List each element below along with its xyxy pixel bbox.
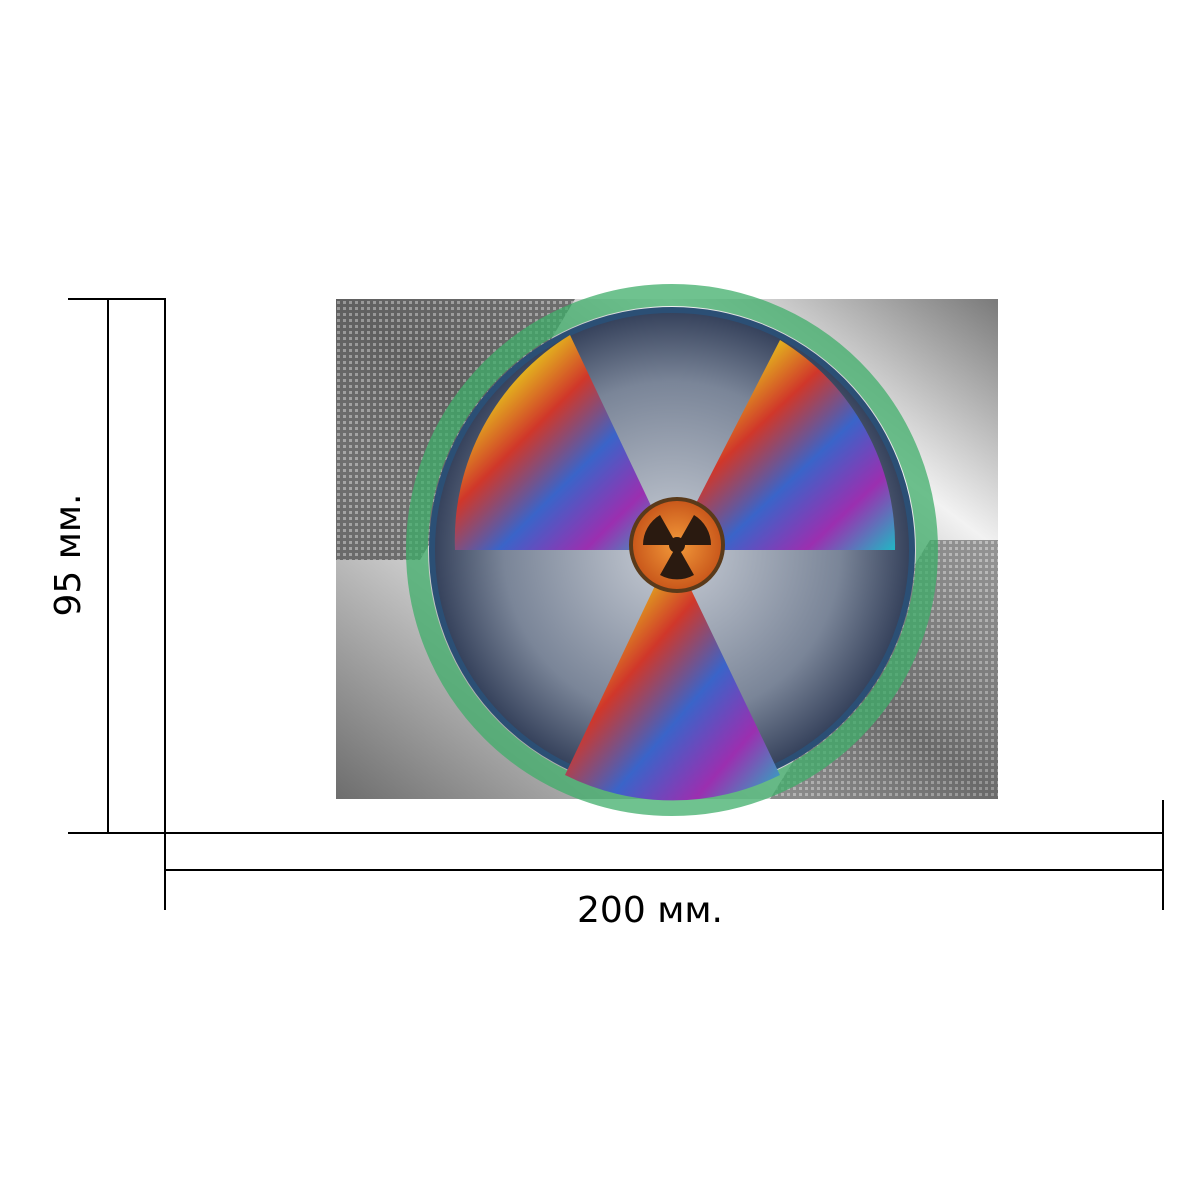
height-label: 95 мм. [48, 493, 89, 616]
width-label: 200 мм. [577, 890, 723, 931]
width-dimension: 200 мм. [164, 800, 1164, 931]
product-image [336, 284, 998, 816]
height-dimension: 95 мм. [48, 298, 166, 834]
